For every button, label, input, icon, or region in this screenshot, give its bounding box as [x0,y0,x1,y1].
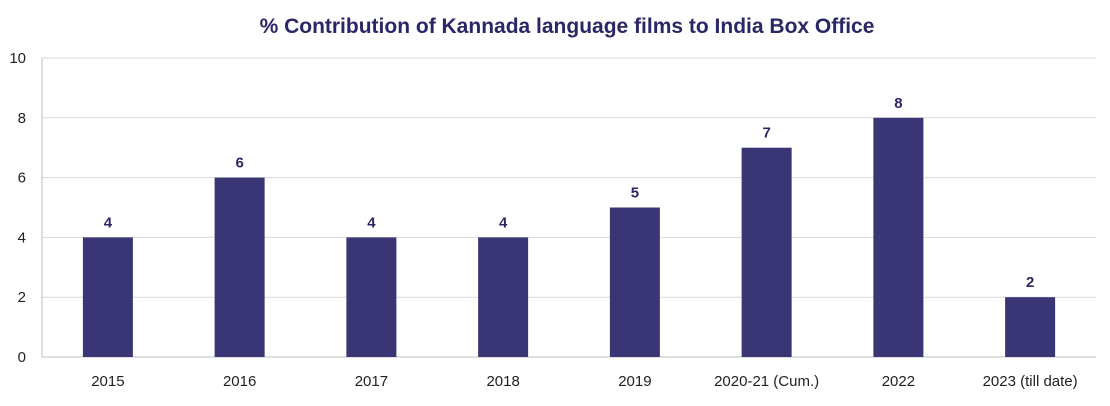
x-tick-label: 2023 (till date) [983,373,1078,390]
y-tick-label: 8 [18,110,26,127]
y-axis-tick-labels: 0 2 4 6 8 10 [9,50,26,366]
bar [1005,297,1056,357]
x-tick-label: 2018 [486,373,519,390]
y-tick-label: 0 [18,349,26,366]
data-label: 4 [104,214,113,231]
y-tick-label: 2 [18,289,26,306]
chart-title: % Contribution of Kannada language films… [260,15,875,38]
bar [609,207,660,357]
x-tick-label: 2017 [355,373,388,390]
data-label: 5 [631,185,639,202]
x-tick-label: 2020-21 (Cum.) [714,373,819,390]
gridlines [42,57,1096,298]
data-label: 4 [499,214,508,231]
x-tick-label: 2016 [223,373,256,390]
x-tick-label: 2015 [91,373,124,390]
bar [873,117,924,357]
data-label: 8 [894,95,902,112]
y-tick-label: 6 [18,170,26,187]
x-tick-label: 2019 [618,373,651,390]
data-label: 4 [367,214,376,231]
y-tick-label: 4 [18,229,26,246]
bars [82,117,1056,357]
y-tick-label: 10 [9,50,26,67]
bar [478,237,529,357]
x-axis-tick-labels: 2015 2016 2017 2018 2019 2020-21 (Cum.) 2022 20… [91,373,1077,390]
x-tick-label: 2022 [882,373,915,390]
bar [346,237,397,357]
bar [741,147,792,357]
data-label: 2 [1026,274,1034,291]
axes [41,58,1096,358]
bar [214,177,265,357]
bar [82,237,133,357]
data-label: 7 [762,125,770,142]
data-label: 6 [235,155,243,172]
data-labels: 4 6 4 4 5 7 8 2 [104,95,1035,291]
